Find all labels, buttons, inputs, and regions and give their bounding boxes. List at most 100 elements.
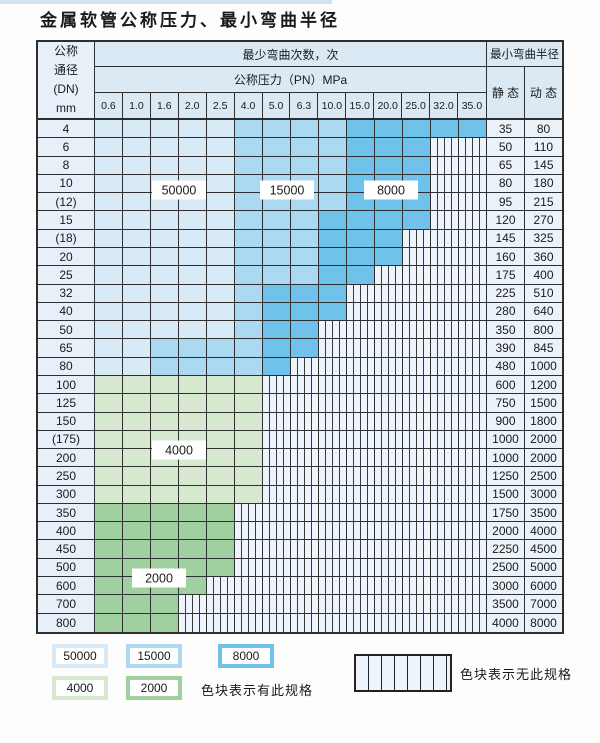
dn-header-line: mm [56, 101, 76, 115]
cell-no-spec [291, 412, 319, 431]
table-row: 200 1000 2000 [38, 449, 562, 468]
cell-no-spec [291, 595, 319, 614]
cell-no-spec [375, 449, 403, 468]
cell-spec-15000 [179, 357, 207, 376]
table-row: (18) 145 325 [38, 229, 562, 248]
cell-spec-50000 [151, 229, 179, 248]
cell-spec-4000 [123, 412, 151, 431]
cell-spec-8000 [347, 120, 375, 139]
cell-no-spec [459, 339, 487, 358]
spec-table: 公称 通径 (DN) mm 最少弯曲次数，次 公称压力（PN）MPa 0.6 1.0 1.… [36, 40, 564, 634]
cell-spec-15000 [235, 321, 263, 340]
cell-spec-50000 [95, 174, 123, 194]
cell-spec-50000 [123, 284, 151, 303]
dynamic-value-cell: 4000 [525, 522, 562, 541]
static-value-cell: 3500 [487, 595, 525, 614]
cell-spec-2000 [179, 558, 207, 578]
static-value-cell: 280 [487, 302, 525, 322]
dn-cell: (12) [38, 193, 95, 212]
cell-no-spec [431, 430, 459, 450]
dynamic-value-cell: 800 [525, 321, 562, 340]
cell-no-spec [347, 375, 375, 395]
cell-spec-8000 [403, 156, 431, 175]
cell-no-spec [431, 193, 459, 212]
dn-cell: 100 [38, 375, 95, 395]
cell-spec-2000 [95, 540, 123, 559]
cell-no-spec [375, 485, 403, 504]
cell-no-spec [459, 449, 487, 468]
cell-no-spec [347, 394, 375, 413]
zone-label-50000: 50000 [152, 180, 206, 200]
cell-spec-8000 [347, 211, 375, 230]
cell-no-spec [235, 503, 263, 523]
cell-no-spec [319, 613, 347, 632]
dynamic-value-cell: 1800 [525, 412, 562, 431]
cell-no-spec [291, 540, 319, 559]
cell-spec-4000 [123, 485, 151, 504]
cell-no-spec [403, 467, 431, 486]
cell-spec-8000 [431, 120, 459, 139]
cell-no-spec [459, 211, 487, 230]
table-row: 6 50 110 [38, 138, 562, 157]
cell-spec-15000 [263, 266, 291, 285]
cell-spec-15000 [235, 266, 263, 285]
cell-spec-4000 [95, 485, 123, 504]
table-row: 250 1250 2500 [38, 467, 562, 486]
cell-spec-15000 [291, 211, 319, 230]
static-value-cell: 1500 [487, 485, 525, 504]
legend-swatch-8000: 8000 [218, 644, 274, 668]
static-value-cell: 1750 [487, 503, 525, 523]
pressure-col-header: 6.3 [290, 93, 319, 118]
dn-cell: (18) [38, 229, 95, 248]
static-value-cell: 50 [487, 138, 525, 157]
cell-no-spec [459, 266, 487, 285]
cell-no-spec [319, 430, 347, 450]
cell-no-spec [347, 540, 375, 559]
static-value-cell: 35 [487, 120, 525, 139]
pressure-label: 公称压力（PN）MPa [95, 67, 486, 93]
cell-spec-15000 [207, 357, 235, 376]
dn-cell: 8 [38, 156, 95, 175]
cell-spec-2000 [207, 503, 235, 523]
cell-no-spec [403, 339, 431, 358]
cell-no-spec [431, 375, 459, 395]
cell-spec-50000 [207, 211, 235, 230]
cell-spec-2000 [95, 577, 123, 596]
cell-no-spec [207, 595, 235, 614]
page-title: 金属软管公称压力、最小弯曲半径 [40, 11, 340, 31]
cell-spec-4000 [179, 467, 207, 486]
cell-no-spec [319, 357, 347, 376]
cell-spec-8000 [375, 120, 403, 139]
cell-no-spec [347, 577, 375, 596]
dynamic-value-cell: 1500 [525, 394, 562, 413]
cell-spec-50000 [179, 302, 207, 322]
dynamic-value-cell: 7000 [525, 595, 562, 614]
dynamic-value-cell: 5000 [525, 558, 562, 578]
cell-spec-4000 [95, 412, 123, 431]
cell-no-spec [291, 449, 319, 468]
table-row: 32 225 510 [38, 284, 562, 303]
cell-spec-50000 [207, 120, 235, 139]
cell-no-spec [403, 229, 431, 248]
table-row: 40 280 640 [38, 302, 562, 322]
pressure-col-header: 4.0 [235, 93, 263, 118]
dynamic-value-cell: 4500 [525, 540, 562, 559]
pressure-col-header: 0.6 [95, 93, 123, 118]
cell-spec-50000 [123, 174, 151, 194]
cell-spec-50000 [207, 247, 235, 267]
cell-no-spec [459, 193, 487, 212]
cell-no-spec [403, 302, 431, 322]
cell-spec-50000 [95, 211, 123, 230]
cell-no-spec [431, 339, 459, 358]
cell-spec-4000 [179, 412, 207, 431]
cell-no-spec [459, 284, 487, 303]
cell-spec-15000 [235, 174, 263, 194]
cell-spec-15000 [179, 339, 207, 358]
cell-no-spec [319, 375, 347, 395]
cell-no-spec [431, 613, 459, 632]
static-value-cell: 120 [487, 211, 525, 230]
cell-spec-8000 [319, 284, 347, 303]
cell-spec-4000 [95, 467, 123, 486]
dn-cell: 80 [38, 357, 95, 376]
table-row: 600 3000 6000 [38, 577, 562, 596]
